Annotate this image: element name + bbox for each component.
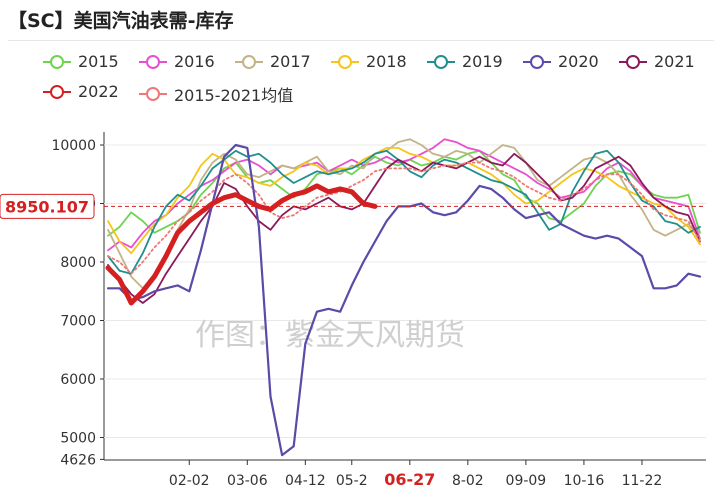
legend-marker-icon [331, 54, 359, 69]
legend-item-2021[interactable]: 2021 [618, 52, 695, 71]
legend-label: 2021 [654, 52, 695, 71]
series-line-2021 [107, 152, 701, 304]
series-line-2022 [105, 183, 378, 306]
legend-marker-icon [139, 54, 167, 69]
x-tick-label: 04-12 [285, 473, 326, 489]
legend-marker-icon [619, 54, 647, 69]
series-line-2017 [107, 138, 701, 290]
y-tick-label: 5000 [60, 431, 96, 447]
x-tick-label: 8-02 [452, 473, 484, 489]
y-tick-label: 10000 [51, 138, 96, 154]
legend-item-2017[interactable]: 2017 [234, 52, 311, 71]
legend-label: 2015 [78, 52, 119, 71]
series-line-2018 [107, 146, 701, 255]
legend-marker-icon [235, 54, 263, 69]
legend-marker-icon [43, 54, 71, 69]
legend-label: 2018 [366, 52, 407, 71]
legend-label: 2022 [78, 82, 119, 101]
x-tick-label: 03-06 [227, 473, 268, 489]
current-value-label: 8950.107 [5, 197, 89, 216]
legend-label: 2016 [174, 52, 215, 71]
title-divider [8, 40, 714, 41]
series-line-2015-2021均值 [107, 161, 701, 275]
legend-item-2018[interactable]: 2018 [330, 52, 407, 71]
current-value-box [0, 193, 95, 219]
legend-item-2022[interactable]: 2022 [42, 82, 119, 101]
legend-item-2015-2021均值[interactable]: 2015-2021均值 [138, 82, 293, 106]
legend-marker-icon [139, 87, 167, 101]
x-tick-label: 06-27 [384, 470, 435, 489]
legend-label: 2015-2021均值 [174, 86, 294, 105]
legend-item-2015[interactable]: 2015 [42, 52, 119, 71]
y-tick-label: 7000 [60, 314, 96, 330]
legend-label: 2019 [462, 52, 503, 71]
legend-item-2019[interactable]: 2019 [426, 52, 503, 71]
series-line-2020 [106, 143, 702, 457]
x-tick-label: 02-02 [169, 473, 210, 489]
legend-marker-icon [427, 54, 455, 69]
watermark: 作图：紫金天风期货 [195, 318, 465, 353]
x-tick-label: 09-09 [506, 473, 547, 489]
legend-marker-icon [43, 84, 71, 99]
legend-marker-icon [523, 54, 551, 69]
legend-item-2020[interactable]: 2020 [522, 52, 599, 71]
y-tick-label: 6000 [60, 372, 96, 388]
legend-label: 2017 [270, 52, 311, 71]
series-line-2019 [107, 149, 701, 275]
y-tick-label: 4626 [60, 452, 96, 468]
y-tick-label: 8000 [60, 255, 96, 271]
x-tick-label: 11-22 [622, 473, 663, 489]
chart-title: 【SC】美国汽油表需-库存 [8, 10, 234, 32]
x-tick-label: 05-2 [336, 473, 368, 489]
legend-item-2016[interactable]: 2016 [138, 52, 215, 71]
x-tick-label: 10-16 [564, 473, 605, 489]
legend-label: 2020 [558, 52, 599, 71]
